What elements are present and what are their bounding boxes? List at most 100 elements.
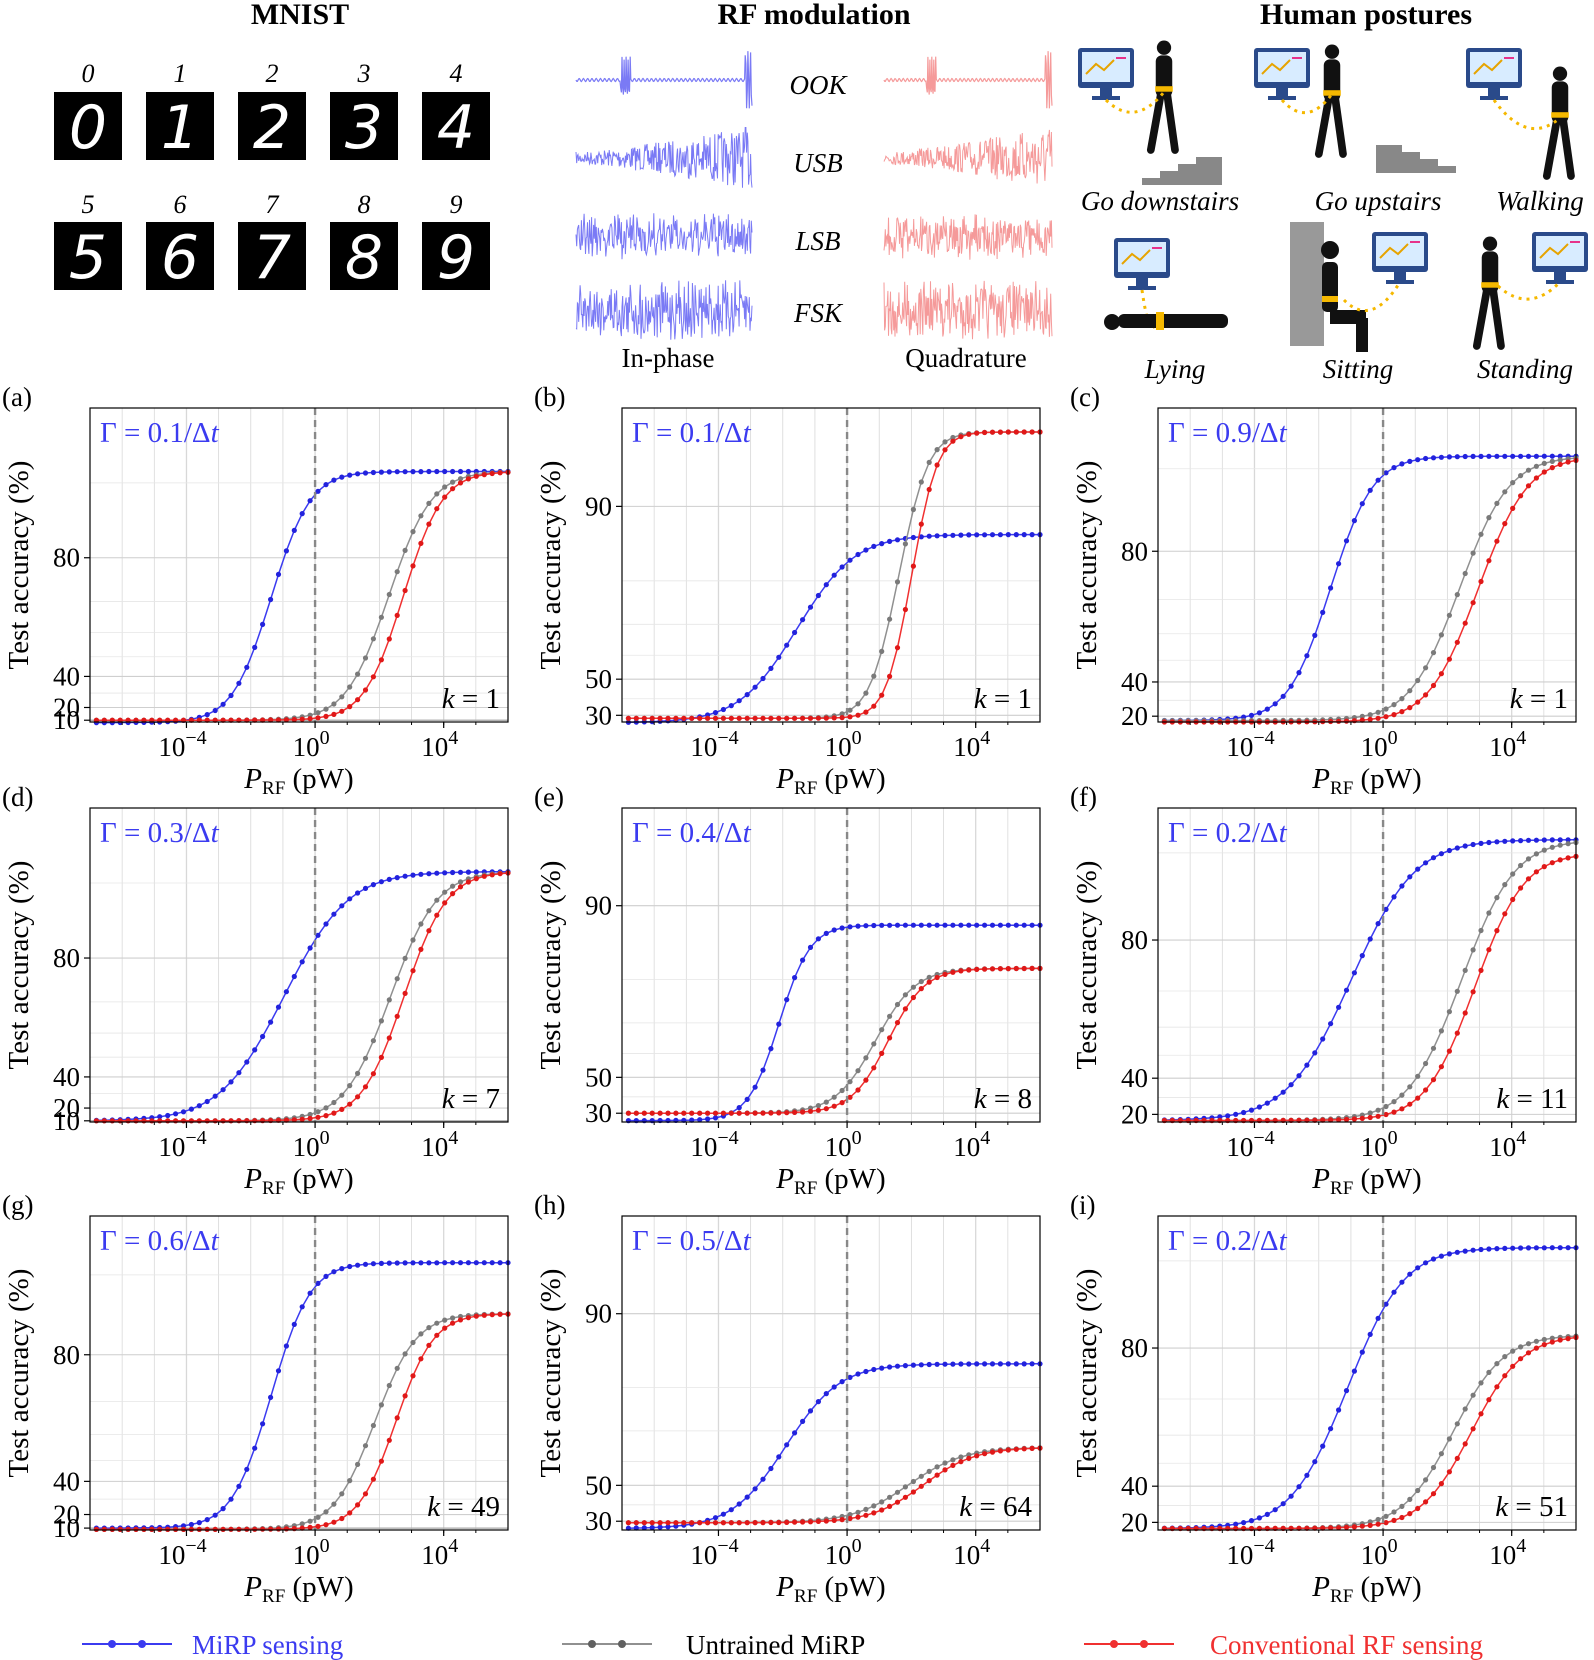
data-point [847, 1079, 853, 1085]
y-tick-label: 50 [585, 1470, 612, 1500]
data-point [1375, 709, 1381, 715]
data-point [315, 710, 321, 716]
data-point [950, 969, 956, 975]
data-point [736, 1520, 742, 1526]
data-point [681, 715, 687, 721]
data-point [1367, 1114, 1373, 1121]
data-point [1525, 1350, 1532, 1356]
data-point [1312, 632, 1318, 639]
posture-label-sitting: Sitting [1323, 354, 1394, 384]
data-point [410, 529, 416, 535]
data-point [673, 1110, 679, 1116]
person-walking [1542, 66, 1575, 180]
data-point [291, 527, 297, 534]
data-point [204, 1118, 210, 1124]
data-point [355, 1461, 361, 1467]
plot-frame [89, 1215, 509, 1531]
data-point [665, 1524, 671, 1530]
data-point [760, 1520, 766, 1526]
data-point [323, 706, 329, 712]
data-point [879, 1507, 885, 1513]
data-point [1391, 1289, 1397, 1295]
data-point [855, 551, 861, 558]
data-point [1494, 839, 1500, 845]
data-point [1225, 1113, 1231, 1119]
data-point [1351, 518, 1357, 524]
data-point [657, 1524, 663, 1530]
data-point [275, 1526, 282, 1532]
data-point [442, 1317, 448, 1323]
gamma-annotation: Γ = 0.3/Δt [100, 817, 220, 849]
data-point [800, 1519, 806, 1525]
data-point [228, 1526, 234, 1532]
data-point [871, 673, 877, 679]
data-point [370, 1422, 376, 1429]
data-point [950, 438, 956, 444]
data-point [149, 1118, 155, 1124]
data-point [434, 1260, 440, 1266]
data-point [1343, 538, 1350, 544]
data-point [879, 648, 885, 655]
data-point [394, 569, 400, 575]
data-point [418, 1331, 424, 1337]
data-point [855, 1509, 861, 1515]
data-point [744, 692, 750, 698]
monitor-icon [1532, 232, 1588, 284]
data-point [1423, 692, 1429, 698]
plot-frame [621, 1215, 1041, 1531]
data-point [863, 1512, 869, 1518]
data-point [1430, 855, 1437, 861]
data-point [402, 547, 408, 554]
person-standing [1472, 236, 1505, 350]
data-point [204, 1098, 210, 1105]
data-point [1525, 876, 1532, 882]
data-point [918, 922, 924, 928]
x-tick-label: 100 [825, 1127, 862, 1162]
data-point [1296, 1073, 1302, 1079]
data-point [974, 1361, 980, 1367]
data-point [1407, 1271, 1413, 1277]
data-point [752, 1520, 758, 1526]
x-tick-label: 104 [421, 1127, 458, 1162]
data-point [450, 468, 456, 475]
data-point [997, 1361, 1004, 1367]
data-point [410, 563, 416, 569]
data-point [1454, 1421, 1460, 1427]
data-point [1021, 1446, 1027, 1452]
data-point [291, 1321, 297, 1327]
data-point [1343, 987, 1350, 993]
data-point [1399, 709, 1405, 715]
data-point [370, 636, 376, 642]
data-point [1549, 860, 1555, 866]
panel-label: (a) [2, 382, 32, 412]
data-point [173, 1111, 179, 1117]
data-point [1233, 1111, 1239, 1117]
x-tick-label: 100 [1361, 1535, 1398, 1570]
data-point [712, 710, 719, 716]
data-point [871, 1366, 877, 1373]
data-point [1351, 1116, 1357, 1122]
data-point [1005, 429, 1011, 435]
data-point [1446, 1251, 1452, 1257]
data-point [784, 1110, 790, 1116]
data-point [1494, 453, 1500, 459]
data-point [1502, 453, 1508, 459]
data-point [236, 1526, 242, 1532]
data-point [347, 1101, 353, 1107]
data-point [744, 715, 750, 721]
data-point [489, 1312, 495, 1318]
data-point [776, 1021, 782, 1027]
data-point [736, 698, 742, 704]
data-point [1336, 1525, 1342, 1531]
data-point [347, 896, 353, 902]
data-point [697, 1117, 703, 1123]
y-tick-label: 80 [53, 1340, 80, 1370]
data-point [386, 1382, 392, 1389]
data-point [1533, 453, 1539, 459]
data-point [1565, 837, 1571, 843]
data-point [958, 532, 964, 538]
data-point [323, 482, 329, 488]
data-point [1005, 1447, 1011, 1453]
data-point [887, 673, 893, 680]
